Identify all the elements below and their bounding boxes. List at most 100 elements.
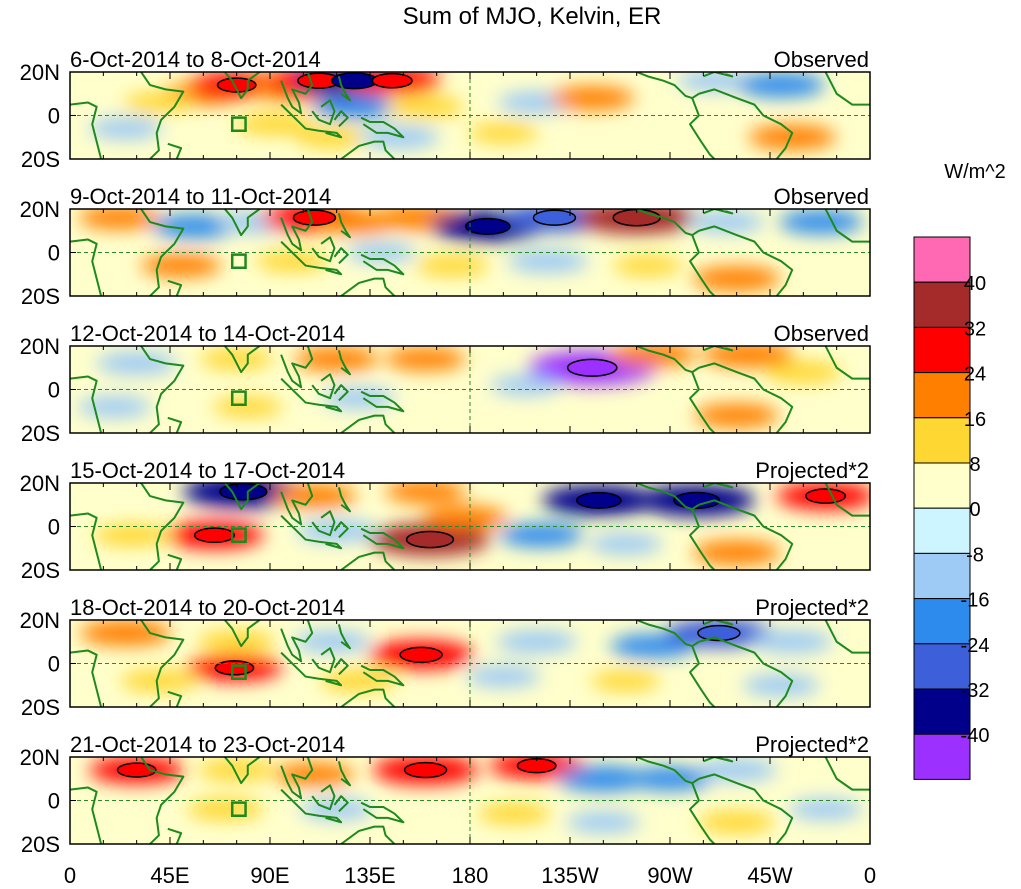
colorbar-label: 0 [969,499,980,521]
coastline [360,801,405,824]
coastline [689,97,716,159]
anomaly-blob [608,346,697,368]
coastline [340,825,396,844]
y-tick-label: 0 [48,104,60,129]
coastline [280,620,314,663]
coastline [337,487,351,513]
anomaly-core [464,217,511,235]
panel-label: Observed [774,321,869,346]
anomaly-core [405,530,455,549]
anomaly-blob [694,403,779,428]
coastline [280,788,343,824]
panel-4: 20N 0 20S 15-Oct-2014 to 17-Oct-2014 Project… [20,458,871,583]
anomaly-blob [79,620,172,646]
reference-box [230,390,247,406]
anomaly-core [805,488,847,504]
coastline [340,551,396,570]
colorbar-label: -16 [961,590,990,612]
coastline [337,761,351,787]
anomaly-core [193,527,235,544]
anomaly-blob [140,254,222,278]
anomaly-blob [320,669,398,692]
coastline [360,116,405,139]
colorbar-swatch [913,236,971,283]
coastline [702,72,734,78]
colorbar-swatch [913,372,971,419]
anomaly-blob [385,347,466,371]
anomaly-core [566,358,618,377]
y-tick-label: 20N [20,608,60,633]
panel-6: 20N 0 20S 21-Oct-2014 to 23-Oct-2014 Project… [20,732,871,857]
anomaly-blob [199,348,274,370]
anomaly-blob [293,630,371,653]
coastline [824,620,870,654]
coastline [70,512,103,570]
y-tick-label: 20S [21,695,60,720]
coastline [167,690,183,707]
anomaly-blob [123,92,194,113]
anomaly-core [673,491,721,510]
anomaly-blob [788,798,863,820]
anomaly-blob [698,811,776,834]
reference-box [230,664,247,680]
coastline [689,508,716,570]
x-tick-label: 90E [250,863,289,888]
anomaly-blob [764,361,842,384]
coastline [311,784,336,811]
panel-1: 20N 0 20S 6-Oct-2014 to 8-Oct-2014 Observed [20,47,871,172]
coastline [689,782,716,844]
colorbar-label: 40 [964,273,986,295]
anomaly-blob [466,665,541,688]
reference-box [230,116,247,132]
coastline [167,142,183,159]
coastline [214,72,275,100]
x-tick-label: 0 [864,863,876,888]
anomaly-blob [742,674,820,697]
coastline [698,362,794,433]
anomaly-blob [751,630,833,654]
y-tick-label: 20S [21,284,60,309]
colorbar-swatch [913,643,971,690]
coastline [702,346,734,352]
panel-date-range: 12-Oct-2014 to 14-Oct-2014 [70,321,345,346]
anomaly-blob [778,210,864,235]
coastline [333,384,349,402]
coastline [140,346,185,433]
panel-3: 20N 0 20S 12-Oct-2014 to 14-Oct-2014 Observe… [20,321,871,446]
anomaly-blob [120,669,198,692]
coastline [337,213,351,239]
reference-box [230,527,247,543]
coastline [698,773,794,844]
colorbar-label: -40 [961,725,990,747]
chart-title: Sum of MJO, Kelvin, ER [403,3,662,30]
anomaly-blob [296,519,378,543]
coastline [340,140,396,159]
coastline [214,757,275,785]
coastline [280,240,343,276]
anomaly-core [697,624,741,642]
y-tick-label: 20N [20,334,60,359]
colorbar-label: -8 [966,544,984,566]
anomaly-blob [295,126,370,148]
panel-label: Projected*2 [755,732,869,757]
y-tick-label: 20N [20,745,60,770]
coastline [70,375,103,433]
coastline [360,253,405,276]
panel-label: Projected*2 [755,595,869,620]
coastline [333,110,349,128]
coastline [311,510,336,537]
panel-label: Projected*2 [755,458,869,483]
anomaly-blob [198,630,276,653]
anomaly-blob [550,86,635,111]
coastline [333,795,349,813]
anomaly-blob [186,798,265,821]
anomaly-blob [235,113,314,136]
colorbar-swatch [913,417,971,464]
anomaly-core [214,660,255,676]
coastline [824,483,870,517]
y-tick-label: 0 [48,241,60,266]
coastline [702,757,734,763]
panel-label: Observed [774,184,869,209]
colorbar-label: 16 [964,409,986,431]
